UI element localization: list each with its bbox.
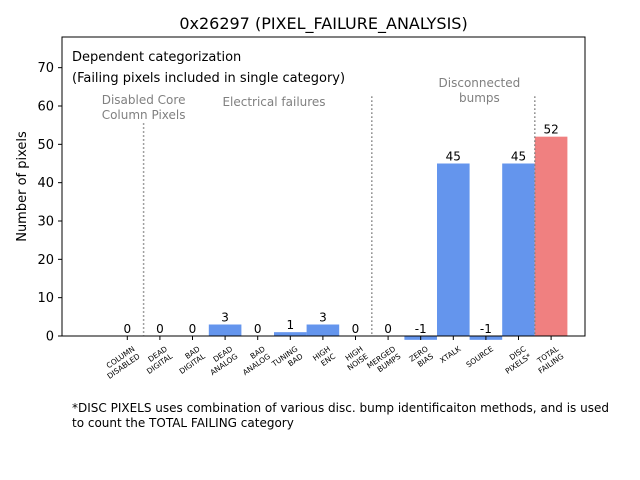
x-tick-label-1: DEADDIGITAL — [140, 344, 175, 376]
bar-13 — [534, 136, 568, 336]
x-tick-label-0: COLUMNDISABLED — [100, 344, 142, 381]
bar-6 — [306, 324, 340, 336]
x-tick-label-3: DEADANALOG — [203, 344, 239, 377]
bar-5 — [274, 332, 307, 336]
plot-frame — [61, 36, 586, 337]
x-tick-label-2: BADDIGITAL — [172, 344, 207, 376]
annotation-1: (Failing pixels included in single categ… — [72, 71, 345, 86]
y-tick-label-2: 20 — [37, 253, 54, 268]
y-axis-label: Number of pixels — [15, 131, 30, 242]
x-tick-label-12: DISCPIXELS* — [498, 344, 533, 376]
x-tick-label-9: ZEROBIAS — [407, 344, 435, 371]
value-label-9: -1 — [415, 322, 427, 336]
value-label-5: 1 — [286, 318, 294, 332]
x-tick-label-11: SOURCE — [465, 344, 496, 369]
value-label-12: 45 — [511, 150, 526, 164]
group-label-0: Disabled Core Column Pixels — [102, 93, 186, 122]
x-tick-label-5: TUNINGBAD — [269, 344, 304, 376]
value-label-7: 0 — [352, 322, 360, 336]
y-tick-label-5: 50 — [37, 138, 54, 153]
annotation-0: Dependent categorization — [72, 50, 241, 65]
value-label-11: -1 — [480, 322, 492, 336]
value-label-3: 3 — [221, 311, 229, 325]
bar-3 — [208, 324, 242, 336]
x-tick-label-13: TOTALFAILING — [532, 344, 567, 376]
y-tick-label-0: 0 — [46, 330, 54, 345]
bar-10 — [437, 163, 470, 336]
group-label-1: Electrical failures — [222, 95, 325, 109]
value-label-8: 0 — [384, 322, 392, 336]
value-label-1: 0 — [156, 322, 164, 336]
x-tick-label-10: XTALK — [438, 344, 463, 365]
value-label-6: 3 — [319, 311, 327, 325]
y-tick-label-4: 40 — [37, 176, 54, 191]
chart-title: 0x26297 (PIXEL_FAILURE_ANALYSIS) — [179, 14, 467, 34]
x-tick-label-6: HIGHENC — [311, 344, 337, 370]
x-tick-label-8: MERGEDBUMPS — [365, 344, 402, 378]
value-label-2: 0 — [189, 322, 197, 336]
x-tick-label-7: HIGHNOISE — [340, 344, 370, 372]
bar-12 — [502, 163, 535, 336]
y-tick-label-3: 30 — [37, 215, 54, 230]
value-label-4: 0 — [254, 322, 262, 336]
x-tick-label-4: BADANALOG — [236, 344, 272, 377]
group-label-2: Disconnected bumps — [439, 76, 521, 105]
value-label-10: 45 — [446, 150, 461, 164]
y-tick-label-7: 70 — [37, 61, 54, 76]
value-label-13: 52 — [543, 123, 558, 137]
footnote: *DISC PIXELS uses combination of various… — [72, 401, 609, 430]
value-label-0: 0 — [123, 322, 131, 336]
y-tick-label-1: 10 — [37, 291, 54, 306]
y-tick-label-6: 60 — [37, 100, 54, 115]
